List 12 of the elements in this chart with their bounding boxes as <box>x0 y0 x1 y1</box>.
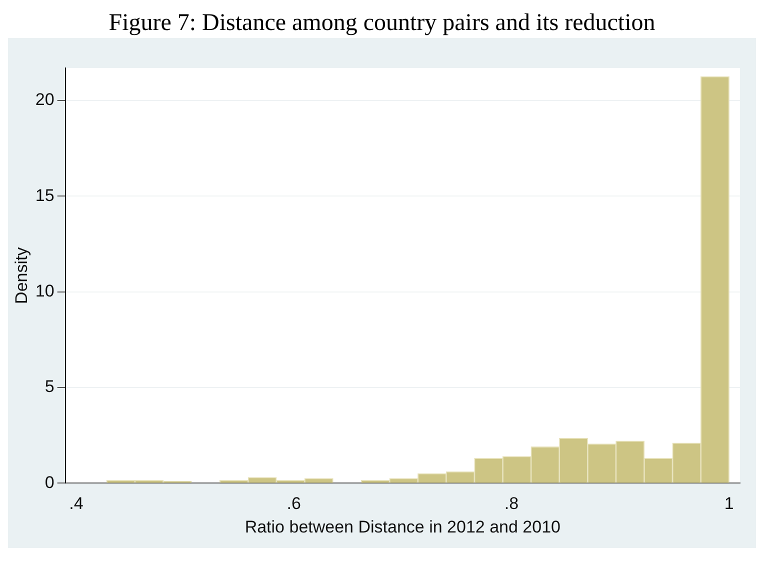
y-axis-title: Density <box>12 246 31 304</box>
y-tick-label: 15 <box>35 186 54 205</box>
x-tick-label: 1 <box>724 494 734 514</box>
x-tick-label: .6 <box>286 494 301 514</box>
chart-title: Figure 7: Distance among country pairs and its reduction <box>108 9 656 38</box>
x-axis-title: Ratio between Distance in 2012 and 2010 <box>244 517 560 536</box>
y-tick-label: 10 <box>35 282 54 301</box>
y-tick-label: 5 <box>44 377 54 396</box>
x-tick-label: .8 <box>504 494 519 514</box>
x-tick-label: .4 <box>69 494 84 514</box>
y-tick-label: 0 <box>44 472 54 492</box>
y-tick-label: 20 <box>35 90 54 110</box>
